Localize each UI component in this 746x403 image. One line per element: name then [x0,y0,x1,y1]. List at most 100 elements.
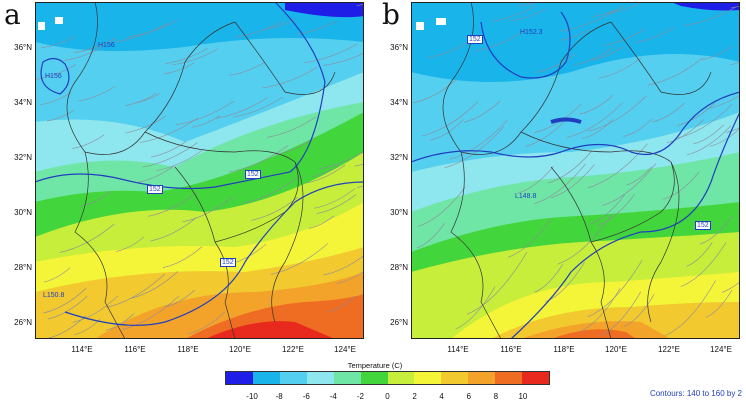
lon-label: 122°E [658,345,680,354]
streamline [550,164,595,199]
streamline [624,294,655,327]
streamline [73,37,116,53]
streamline [701,46,733,60]
streamline [509,8,546,22]
temp-band [671,2,740,11]
streamline [491,5,536,22]
lon-label: 118°E [177,345,199,354]
streamline [46,109,75,122]
missing-data-patch [416,22,424,30]
streamline [215,97,269,119]
colorbar-tick-label: 2 [412,392,417,401]
streamline [705,289,733,318]
streamline [106,273,165,308]
streamline [139,117,199,143]
province-boundaries [442,2,712,339]
streamline [666,119,704,144]
streamline [261,67,318,89]
streamline [192,115,220,128]
streamline [187,311,225,335]
streamline [173,48,218,65]
streamline [72,134,105,149]
colorbar-tick-label: 4 [439,392,444,401]
streamline [582,119,614,139]
streamline [602,163,657,206]
streamline [165,48,208,64]
streamline [417,186,466,227]
colorbar-tick-label: -2 [356,392,364,401]
streamline [35,64,77,80]
colorbar-tick-label: 8 [493,392,499,401]
streamline [319,151,364,170]
streamline [316,194,357,214]
lon-label: 120°E [229,345,251,354]
colorbar-swatch [252,372,280,384]
streamline [356,4,364,6]
lon-label: 124°E [710,345,732,354]
streamline [467,251,528,315]
colorbar-swatch [468,372,496,384]
lat-label: 28°N [390,263,408,272]
lon-label: 116°E [500,345,522,354]
lon-label: 114°E [447,345,469,354]
lon-label: 124°E [334,345,356,354]
streamline [122,295,180,330]
missing-data-patch [436,18,446,25]
streamline [182,196,234,223]
streamline [305,164,346,184]
lat-label: 34°N [390,98,408,107]
streamline [125,115,167,134]
lat-label: 34°N [14,98,32,107]
streamline [308,215,335,229]
streamline [686,242,713,267]
streamline [110,22,169,43]
streamline [270,243,329,275]
colorbar-tick-label: -10 [246,392,258,401]
streamline [430,119,464,141]
streamline [665,280,716,336]
contour-label-b-152-1: 152 [467,35,483,44]
streamline [475,29,527,52]
temp-band [285,2,364,18]
streamline [416,223,445,249]
streamline [314,188,356,209]
streamline [579,288,621,332]
streamline [41,36,76,49]
contour-label-a-h2: H156 [45,73,62,80]
contour-label-b-l: L148.8 [515,193,537,200]
lon-label: 116°E [124,345,146,354]
streamline [163,62,195,75]
lat-label: 28°N [14,263,32,272]
streamline [304,43,358,63]
streamline [600,291,642,336]
colorbar-tick-label: 10 [518,392,528,401]
streamline [626,166,652,186]
streamline [162,246,203,268]
streamline [706,95,740,110]
streamline [455,286,496,330]
streamline [449,120,508,160]
colorbar [225,371,550,385]
streamline [354,163,364,167]
streamline [228,62,265,76]
streamline [124,93,156,106]
streamline [684,6,736,26]
geopotential-contours [35,2,364,326]
streamlines [35,4,364,339]
map-panel-b [411,2,740,339]
streamline [336,270,364,285]
streamline [648,57,703,86]
colorbar-swatch [279,372,307,384]
streamline [534,163,586,204]
streamline [327,295,356,313]
temp-band [411,2,740,82]
streamline [592,46,623,61]
streamline [127,19,178,38]
streamline [175,100,235,126]
colorbar-title: Temperature (C) [347,361,403,370]
temp-band [35,2,364,51]
streamline [323,255,364,276]
colorbar-tick-label: 6 [466,392,471,401]
streamline [534,103,583,134]
colorbar-swatch [226,372,253,384]
